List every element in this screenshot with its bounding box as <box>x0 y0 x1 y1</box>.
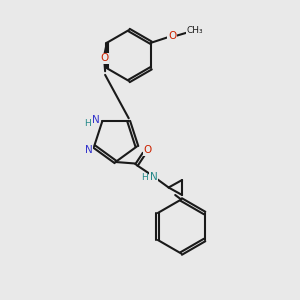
Text: N: N <box>92 115 100 125</box>
Text: H: H <box>84 119 91 128</box>
Text: O: O <box>168 31 176 41</box>
Text: O: O <box>100 53 109 63</box>
Text: N: N <box>85 145 93 155</box>
Text: O: O <box>143 145 152 155</box>
Text: CH₃: CH₃ <box>186 26 203 35</box>
Text: H: H <box>141 172 147 182</box>
Text: N: N <box>150 172 158 182</box>
